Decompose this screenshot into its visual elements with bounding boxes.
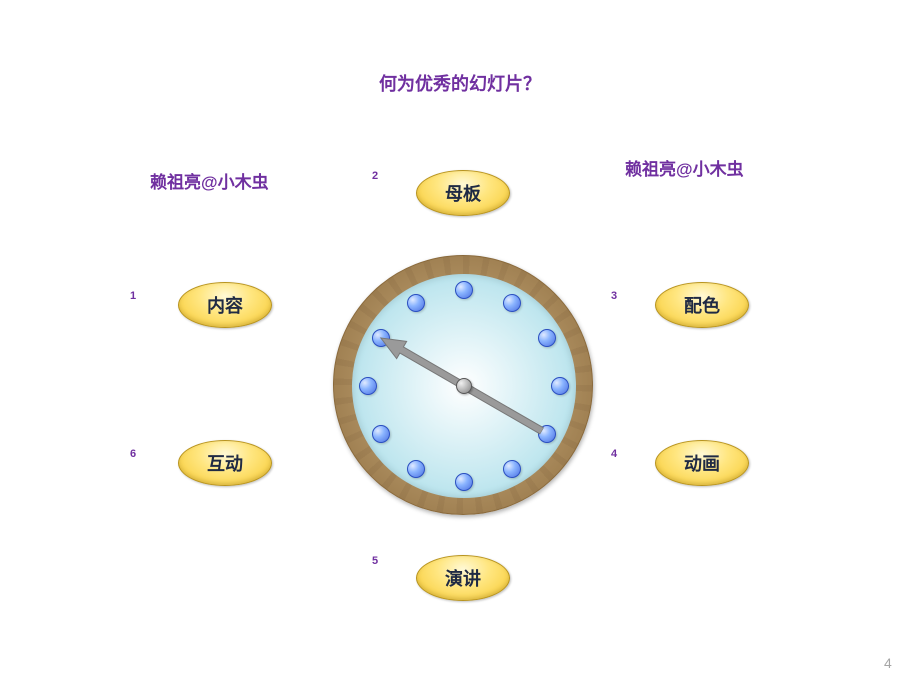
slide-title: 何为优秀的幻灯片？ xyxy=(0,70,920,96)
topic-oval-3[interactable]: 配色 xyxy=(655,282,749,328)
topic-index-6: 6 xyxy=(130,448,136,460)
clock-face xyxy=(352,274,576,498)
clock-dial xyxy=(333,255,593,515)
hour-marker xyxy=(359,377,377,395)
topic-oval-5[interactable]: 演讲 xyxy=(416,555,510,601)
topic-oval-4[interactable]: 动画 xyxy=(655,440,749,486)
topic-index-3: 3 xyxy=(611,290,617,302)
watermark-left: 赖祖亮@小木虫 xyxy=(150,168,269,193)
topic-oval-6[interactable]: 互动 xyxy=(178,440,272,486)
topic-index-2: 2 xyxy=(372,170,378,182)
hour-marker xyxy=(455,473,473,491)
clock-hand xyxy=(354,316,548,442)
hour-marker xyxy=(538,329,556,347)
hour-marker xyxy=(372,425,390,443)
topic-oval-1[interactable]: 内容 xyxy=(178,282,272,328)
topic-index-4: 4 xyxy=(611,448,617,460)
topic-index-5: 5 xyxy=(372,555,378,567)
hour-marker xyxy=(407,460,425,478)
hour-marker xyxy=(455,281,473,299)
topic-index-1: 1 xyxy=(130,290,136,302)
watermark-right: 赖祖亮@小木虫 xyxy=(625,155,744,180)
clock-pivot xyxy=(456,378,472,394)
topic-oval-2[interactable]: 母板 xyxy=(416,170,510,216)
hour-marker xyxy=(503,294,521,312)
hour-marker xyxy=(503,460,521,478)
hour-marker xyxy=(551,377,569,395)
page-number: 4 xyxy=(884,655,892,671)
hour-marker xyxy=(407,294,425,312)
